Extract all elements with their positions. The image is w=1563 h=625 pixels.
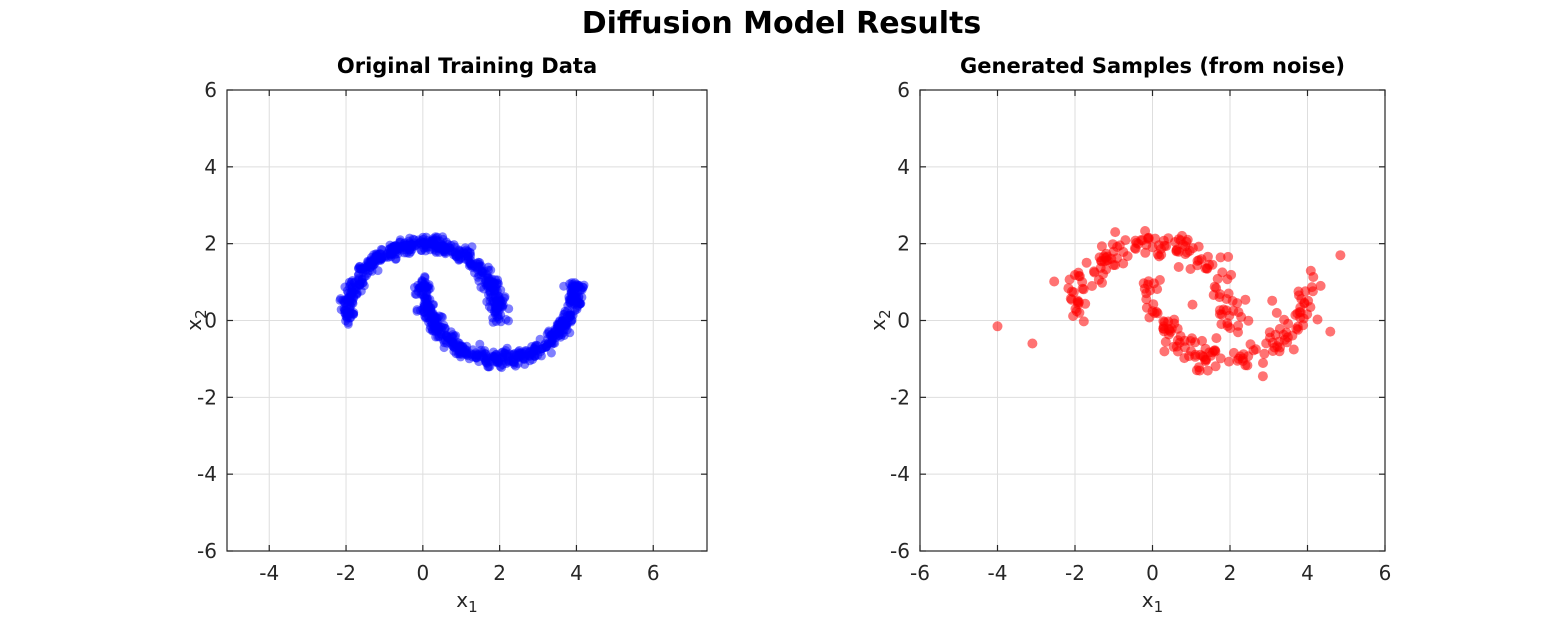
y-tick-label: 6 xyxy=(897,78,910,102)
gridlines xyxy=(227,89,707,552)
tick-marks xyxy=(227,89,707,552)
x-tick-label: 6 xyxy=(1379,561,1392,585)
x-axis-label-subscript: 1 xyxy=(468,598,478,616)
y-tick-label: 0 xyxy=(897,309,910,333)
x-tick-label: 2 xyxy=(493,561,506,585)
x-axis-label-base: x xyxy=(1141,588,1154,612)
figure-title: Diffusion Model Results xyxy=(581,6,982,41)
panel-0: -4 -2 0 2 4 6 -6 -4 -2 0 2 4 6 xyxy=(197,78,708,585)
tick-marks xyxy=(919,89,1386,552)
x-tick-label: 0 xyxy=(416,561,429,585)
y-tick-label: -6 xyxy=(890,539,910,563)
x-axis-label-subscript: 1 xyxy=(1153,598,1164,616)
x-tick-label: 2 xyxy=(1224,561,1237,585)
y-tick-label: -2 xyxy=(197,385,217,409)
x-tick-label: 0 xyxy=(1146,561,1159,585)
x-tick-label: -4 xyxy=(259,561,279,585)
x-tick-label: -2 xyxy=(336,561,356,585)
y-tick-label: 6 xyxy=(204,78,217,102)
x-axis-label-right: x1 xyxy=(920,588,1385,616)
panel-1: -6 -4 -2 0 2 4 6 -6 -4 -2 0 2 4 6 xyxy=(890,78,1391,585)
x-axis-label-left: x1 xyxy=(227,588,707,616)
panel-title-generated-samples: Generated Samples (from noise) xyxy=(960,54,1345,78)
y-tick-label: -4 xyxy=(197,462,217,486)
y-tick-label: -6 xyxy=(197,539,217,563)
y-tick-label: -2 xyxy=(890,385,910,409)
x-tick-label: 6 xyxy=(647,561,660,585)
y-tick-label: 2 xyxy=(204,232,217,256)
x-tick-label: -4 xyxy=(988,561,1008,585)
y-tick-label: 4 xyxy=(204,155,217,179)
x-tick-label: 4 xyxy=(1301,561,1314,585)
x-tick-label: 4 xyxy=(570,561,583,585)
y-tick-label: 2 xyxy=(897,232,910,256)
x-tick-label: -6 xyxy=(910,561,930,585)
x-axis-label-base: x xyxy=(456,588,469,612)
tick-labels: -4 -2 0 2 4 6 -6 -4 -2 0 2 4 6 xyxy=(197,78,660,585)
y-tick-label: 4 xyxy=(897,155,910,179)
generated-samples-points xyxy=(992,226,1346,382)
y-tick-label: -4 xyxy=(890,462,910,486)
training-samples-points xyxy=(335,232,589,373)
y-tick-label: 0 xyxy=(204,309,217,333)
panel-title-training-data: Original Training Data xyxy=(336,54,598,78)
x-tick-label: -2 xyxy=(1065,561,1085,585)
tick-labels: -6 -4 -2 0 2 4 6 -6 -4 -2 0 2 4 6 xyxy=(890,78,1391,585)
